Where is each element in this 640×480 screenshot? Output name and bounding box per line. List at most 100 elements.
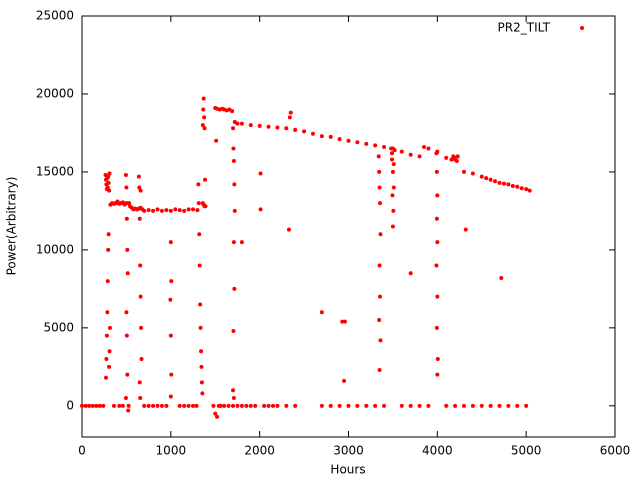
point <box>107 364 112 369</box>
point <box>199 380 204 385</box>
point <box>484 176 489 181</box>
point <box>342 378 347 383</box>
point <box>373 143 378 148</box>
point <box>302 129 307 134</box>
point <box>510 183 515 188</box>
point <box>449 157 454 162</box>
point <box>211 403 216 408</box>
point <box>463 227 468 232</box>
plot-border <box>81 15 616 438</box>
point <box>218 403 223 408</box>
point <box>104 333 109 338</box>
point <box>203 177 208 182</box>
point <box>142 208 147 213</box>
point <box>319 310 324 315</box>
point <box>435 294 440 299</box>
point <box>288 110 293 115</box>
point <box>519 186 524 191</box>
point <box>266 124 271 129</box>
point <box>226 403 231 408</box>
point <box>435 193 440 198</box>
point <box>346 138 351 143</box>
point <box>231 396 236 401</box>
x-tick-label: 0 <box>78 444 86 458</box>
x-tick-label: 6000 <box>600 444 631 458</box>
point <box>284 126 289 131</box>
point <box>87 403 92 408</box>
point <box>105 279 110 284</box>
point <box>337 137 342 142</box>
point <box>105 310 110 315</box>
x-tick-label: 2000 <box>244 444 275 458</box>
point <box>168 333 173 338</box>
point <box>164 403 169 408</box>
point <box>390 151 395 156</box>
point <box>151 208 156 213</box>
point <box>435 372 440 377</box>
point <box>124 185 129 190</box>
point <box>373 403 378 408</box>
point <box>382 403 387 408</box>
point <box>83 403 88 408</box>
point <box>453 403 458 408</box>
point <box>125 372 130 377</box>
point <box>146 403 151 408</box>
point <box>501 181 506 186</box>
point <box>111 403 116 408</box>
point <box>124 216 129 221</box>
point <box>470 403 475 408</box>
point <box>231 328 236 333</box>
point <box>222 403 227 408</box>
point <box>389 146 394 151</box>
point <box>214 138 219 143</box>
point <box>266 403 271 408</box>
point <box>453 155 458 160</box>
point <box>138 188 143 193</box>
x-axis-label: Hours <box>330 463 365 477</box>
point <box>244 403 249 408</box>
point <box>257 123 262 128</box>
point <box>195 208 200 213</box>
point <box>342 319 347 324</box>
point <box>378 232 383 237</box>
y-axis-label: Power(Arbitrary) <box>5 177 19 276</box>
point <box>434 151 439 156</box>
point <box>197 232 202 237</box>
point <box>202 115 207 120</box>
point <box>346 403 351 408</box>
point <box>524 187 529 192</box>
point <box>454 159 459 164</box>
point <box>488 403 493 408</box>
point <box>284 403 289 408</box>
point <box>239 121 244 126</box>
point <box>408 403 413 408</box>
point <box>164 208 169 213</box>
point <box>461 169 466 174</box>
point <box>364 403 369 408</box>
point <box>258 171 263 176</box>
point <box>377 367 382 372</box>
point <box>137 185 142 190</box>
point <box>293 403 298 408</box>
x-tick-label: 1000 <box>156 444 187 458</box>
point <box>408 271 413 276</box>
point <box>377 185 382 190</box>
y-tick-label: 5000 <box>43 320 74 334</box>
point <box>461 403 466 408</box>
point <box>126 403 131 408</box>
point <box>168 208 173 213</box>
point <box>444 155 449 160</box>
point <box>168 240 173 245</box>
point <box>126 408 131 413</box>
point <box>177 403 182 408</box>
point <box>155 403 160 408</box>
point <box>377 169 382 174</box>
point <box>182 403 187 408</box>
point <box>125 247 130 252</box>
point <box>378 338 383 343</box>
point <box>146 208 151 213</box>
point <box>202 204 207 209</box>
point <box>139 325 144 330</box>
point <box>168 394 173 399</box>
point <box>497 403 502 408</box>
